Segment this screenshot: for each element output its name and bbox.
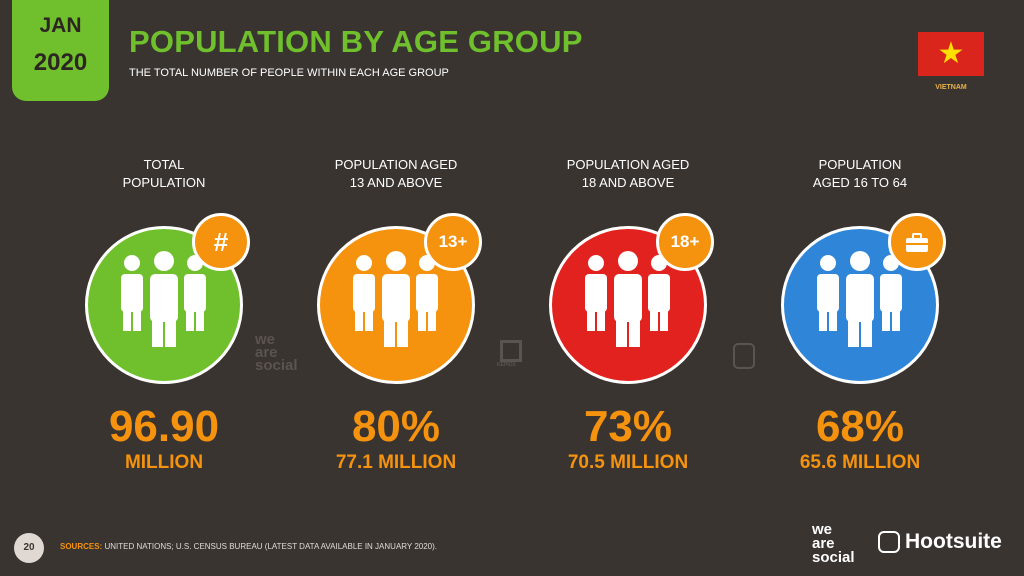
stat-label-16to64: POPULATION AGED 16 TO 64 (812, 157, 908, 190)
badge-text: # (213, 227, 229, 257)
stat-value-16to64: 68% (815, 402, 905, 451)
age-18plus-badge-icon: 18+ (656, 213, 714, 271)
date-month: JAN (39, 14, 82, 37)
people-icon (353, 251, 438, 347)
owl-icon (878, 531, 900, 554)
sources-label: SOURCES: (60, 542, 103, 551)
hootsuite-watermark-icon (733, 343, 755, 369)
briefcase-badge-icon (888, 213, 946, 271)
age-13plus-badge-icon: 13+ (424, 213, 482, 271)
stat-label-total: TOTAL POPULATION (122, 157, 206, 190)
stat-sub-13plus: 77.1 MILLION (335, 452, 457, 473)
sources-text: UNITED NATIONS; U.S. CENSUS BUREAU (LATE… (104, 542, 438, 551)
hootsuite-text: Hootsuite (905, 530, 1002, 553)
hash-badge-icon: # (192, 213, 250, 271)
page-number: 20 (14, 533, 44, 563)
wearesocial-logo: we are social (812, 521, 855, 566)
badge-text: 18+ (670, 232, 700, 251)
wearesocial-watermark-logo: we are social (255, 331, 298, 374)
page-subtitle: THE TOTAL NUMBER OF PEOPLE WITHIN EACH A… (129, 67, 449, 79)
kepios-watermark-text: KEPIOS (497, 362, 516, 368)
kepios-watermark-logo: KEPIOS (497, 340, 522, 368)
stat-value-total: 96.90 (108, 402, 220, 451)
date-badge: JAN 2020 (12, 0, 109, 101)
stat-sub-total: MILLION (124, 452, 204, 473)
people-icon (121, 251, 206, 347)
stat-value-18plus: 73% (583, 402, 673, 451)
stat-sub-18plus: 70.5 MILLION (567, 452, 689, 473)
sources-note: SOURCES: UNITED NATIONS; U.S. CENSUS BUR… (60, 542, 437, 551)
country-label: VIETNAM (935, 84, 967, 91)
stat-sub-16to64: 65.6 MILLION (799, 452, 921, 473)
people-icon (585, 251, 670, 347)
vietnam-flag-icon: ★ (918, 32, 984, 76)
badge-text: 13+ (438, 232, 468, 251)
hootsuite-logo: Hootsuite (878, 530, 1002, 554)
stat-value-13plus: 80% (351, 402, 441, 451)
date-year: 2020 (33, 49, 88, 76)
stat-label-18plus: POPULATION AGED 18 AND ABOVE (566, 157, 690, 190)
people-circle-13plus (317, 226, 475, 384)
people-icon (817, 251, 902, 347)
briefcase-icon (906, 232, 928, 252)
stat-label-13plus: POPULATION AGED 13 AND ABOVE (334, 157, 458, 190)
page-title: POPULATION BY AGE GROUP (129, 24, 583, 59)
